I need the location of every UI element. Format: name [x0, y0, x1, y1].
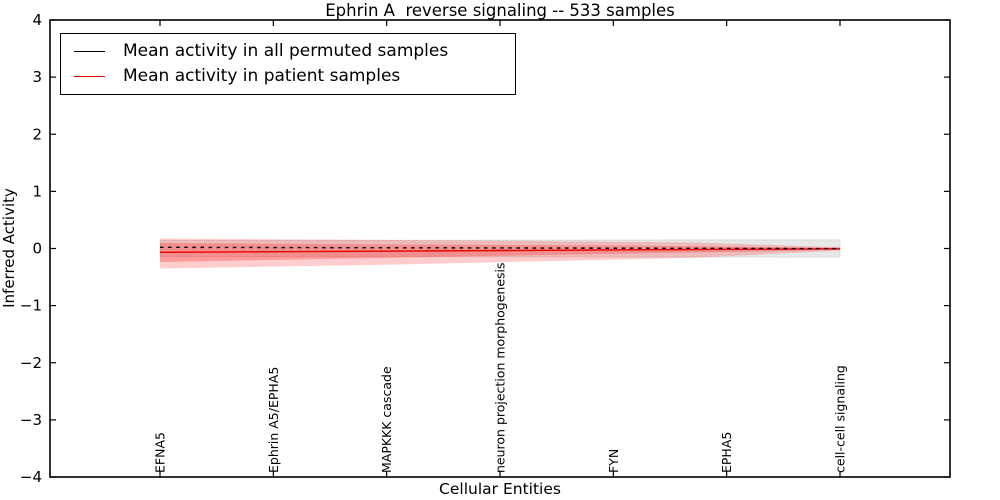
y-tick-label: −4	[20, 468, 42, 486]
permuted-samples-std-band	[159, 239, 841, 258]
legend-item-patient: Mean activity in patient samples	[74, 67, 507, 86]
x-tick-label: neuron projection morphogenesis	[493, 262, 508, 473]
y-tick-label: −3	[20, 411, 42, 429]
y-tick-label: 3	[32, 68, 42, 86]
x-tick-label: MAPKKK cascade	[379, 366, 394, 473]
legend-line-sample-black	[74, 51, 105, 53]
legend-line-sample-red	[74, 75, 105, 77]
y-tick-label: 4	[32, 11, 42, 29]
y-tick-label: 2	[32, 125, 42, 143]
x-tick-label: FYN	[606, 449, 621, 473]
x-tick-label: EFNA5	[153, 432, 168, 473]
x-tick-label: cell-cell signaling	[833, 365, 848, 473]
x-tick-label: EPHA5	[719, 432, 734, 473]
x-axis-label: Cellular Entities	[439, 480, 561, 498]
legend-item-permuted: Mean activity in all permuted samples	[74, 42, 507, 61]
legend-label-permuted: Mean activity in all permuted samples	[123, 41, 449, 62]
y-tick-label: −2	[20, 354, 42, 372]
legend-label-patient: Mean activity in patient samples	[123, 66, 401, 87]
legend: Mean activity in all permuted samples Me…	[60, 33, 516, 95]
y-axis-label: Inferred Activity	[0, 188, 18, 308]
patient-samples-inner-band	[160, 243, 840, 262]
chart-title: Ephrin A reverse signaling -- 533 sample…	[325, 1, 675, 20]
y-tick-label: −1	[20, 297, 42, 315]
x-tick-label: Ephrin A5/EPHA5	[266, 367, 281, 473]
mean-patient-line	[159, 248, 841, 254]
patient-samples-outer-band	[160, 238, 840, 269]
y-tick-label: 0	[32, 240, 42, 258]
y-tick-label: 1	[32, 182, 42, 200]
